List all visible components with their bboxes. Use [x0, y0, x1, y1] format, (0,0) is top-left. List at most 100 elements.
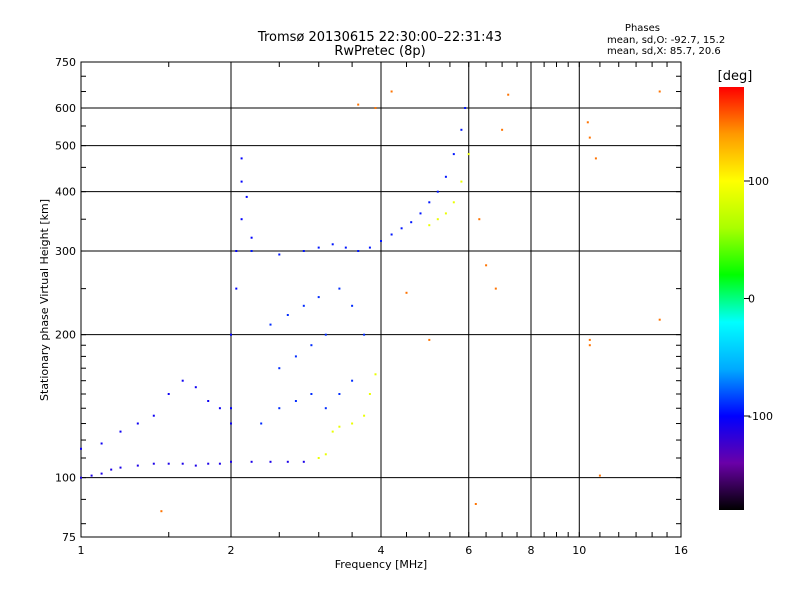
- data-point: [501, 128, 504, 131]
- data-point: [278, 407, 281, 410]
- data-point: [428, 201, 431, 204]
- data-point: [324, 333, 327, 336]
- data-point: [390, 233, 393, 236]
- data-point: [324, 453, 327, 456]
- data-point: [436, 218, 439, 221]
- data-point: [452, 201, 455, 204]
- data-point: [181, 379, 184, 382]
- data-point: [474, 503, 477, 505]
- data-point: [338, 287, 341, 290]
- data-point: [460, 128, 463, 131]
- data-point: [338, 393, 341, 395]
- data-point: [368, 393, 371, 395]
- x-tick-label: 6: [465, 544, 472, 557]
- data-point: [419, 212, 422, 215]
- data-point: [136, 464, 139, 467]
- colorbar-ticks: 100 0 -100: [744, 175, 773, 423]
- data-point: [100, 472, 103, 475]
- data-point: [278, 367, 281, 370]
- data-point: [119, 466, 122, 469]
- x-tick-label: 8: [528, 544, 535, 557]
- data-point: [485, 264, 488, 267]
- data-point: [181, 462, 184, 465]
- data-point: [207, 400, 210, 402]
- data-point: [658, 318, 661, 321]
- data-point: [152, 462, 155, 465]
- data-point: [374, 107, 377, 109]
- data-point: [428, 338, 431, 341]
- data-point: [250, 250, 253, 252]
- data-point: [160, 510, 163, 513]
- data-point: [658, 90, 661, 93]
- data-point: [207, 462, 210, 465]
- x-axis-label: Frequency [MHz]: [335, 558, 427, 571]
- data-point: [390, 90, 393, 93]
- data-point: [302, 460, 305, 463]
- y-tick-label: 200: [55, 329, 76, 342]
- data-point: [363, 414, 366, 417]
- data-point: [338, 425, 341, 428]
- stats-title: Phases: [625, 23, 660, 34]
- data-point: [152, 414, 155, 417]
- data-point: [294, 400, 297, 402]
- y-tick-label: 75: [62, 531, 76, 544]
- data-point: [110, 468, 113, 471]
- data-point: [351, 304, 354, 307]
- data-point: [269, 460, 272, 463]
- data-point: [380, 240, 382, 242]
- x-tick-label: 2: [228, 544, 235, 557]
- chart-subtitle: RwPretec (8p): [334, 44, 425, 59]
- y-tick-label: 400: [55, 186, 76, 199]
- data-point: [235, 250, 238, 252]
- data-point: [230, 333, 232, 336]
- data-point: [245, 195, 248, 198]
- data-point: [357, 103, 360, 106]
- data-point: [478, 218, 481, 221]
- y-tick-label: 500: [55, 140, 76, 153]
- data-point: [368, 246, 371, 249]
- data-point: [586, 121, 589, 124]
- x-tick-label: 10: [572, 544, 586, 557]
- data-point: [194, 386, 197, 389]
- data-point: [400, 227, 403, 230]
- data-point: [230, 460, 232, 463]
- data-point: [598, 474, 601, 477]
- data-point: [588, 338, 591, 341]
- data-point: [324, 407, 327, 410]
- data-point: [286, 460, 289, 463]
- data-point: [436, 190, 439, 193]
- minor-ticks: [80, 62, 682, 537]
- data-point: [467, 153, 470, 156]
- chart-title: Tromsø 20130615 22:30:00–22:31:43: [257, 30, 502, 45]
- data-point: [250, 236, 253, 239]
- data-point: [240, 157, 243, 160]
- colorbar: [719, 87, 744, 510]
- data-point: [294, 355, 297, 358]
- data-point: [507, 93, 510, 96]
- data-point: [80, 476, 82, 479]
- data-point: [167, 393, 170, 395]
- data-point: [310, 393, 313, 395]
- data-point: [119, 430, 122, 433]
- stats-o-mode: mean, sd,O: -92.7, 15.2: [607, 35, 725, 46]
- data-point: [444, 212, 447, 215]
- data-point: [460, 180, 463, 183]
- data-point: [588, 136, 591, 139]
- data-point: [100, 442, 103, 445]
- y-axis-label: Stationary phase Virtual Height [km]: [38, 199, 51, 401]
- data-point: [218, 407, 221, 410]
- x-tick-label: 16: [674, 544, 688, 557]
- stats-x-mode: mean, sd,X: 85.7, 20.6: [607, 46, 721, 57]
- data-point: [405, 291, 408, 294]
- data-point: [136, 422, 139, 425]
- data-points: [80, 90, 661, 513]
- data-point: [286, 314, 289, 316]
- data-point: [302, 250, 305, 252]
- data-point: [588, 344, 591, 347]
- data-point: [410, 221, 413, 224]
- colorbar-tick-label: 100: [748, 175, 769, 188]
- data-point: [317, 296, 320, 299]
- data-point: [194, 464, 197, 467]
- y-tick-labels: 75 100 200 300 400 500 600 750: [55, 56, 76, 544]
